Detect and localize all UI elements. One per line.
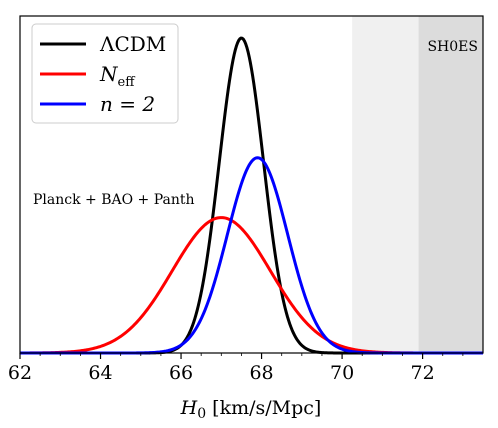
x-tick-label-70: 70 — [330, 362, 354, 384]
shaded-bands — [352, 16, 483, 353]
x-axis-label: H0 [km/s/Mpc] — [180, 397, 322, 422]
shaded-band-1 — [418, 16, 483, 353]
sh0es-label: SH0ES — [427, 39, 478, 55]
legend-label-neff: Neff — [99, 62, 136, 90]
legend: ΛCDM Neff n = 2 — [31, 23, 179, 124]
x-tick-label-66: 66 — [169, 362, 193, 384]
legend-label-n2: n = 2 — [100, 92, 155, 116]
plot-frame — [19, 15, 484, 354]
x-tick-label-68: 68 — [249, 362, 273, 384]
legend-box — [31, 23, 179, 124]
legend-label-lcdm: ΛCDM — [99, 32, 166, 56]
dataset-annotation: Planck + BAO + Panth — [33, 192, 195, 208]
x-tick-label-64: 64 — [88, 362, 112, 384]
x-tick-label-62: 62 — [8, 362, 32, 384]
x-tick-label-72: 72 — [411, 362, 435, 384]
shaded-band-0 — [352, 16, 419, 353]
x-ticks: 62 64 66 68 70 72 — [8, 353, 464, 384]
